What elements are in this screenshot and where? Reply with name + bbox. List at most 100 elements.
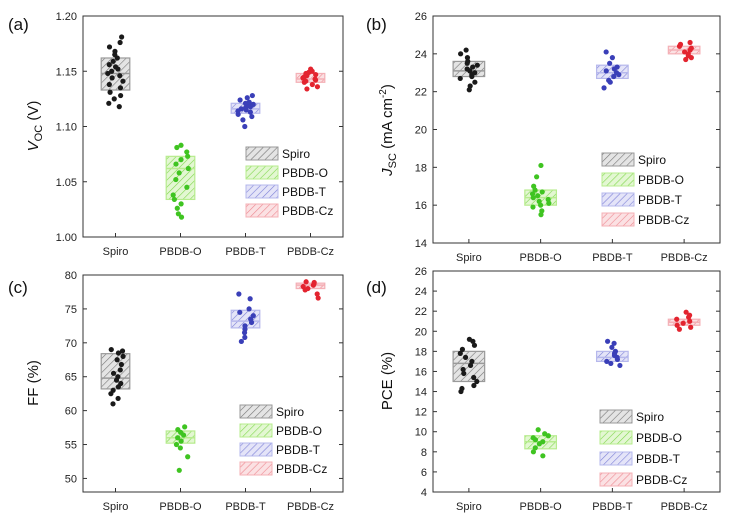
data-point-Spiro	[109, 75, 115, 81]
data-point-PBDB-O	[530, 435, 536, 441]
y-tick-label: 80	[65, 270, 77, 282]
x-tick-label: PBDB-O	[520, 252, 563, 264]
data-point-PBDB-T	[614, 64, 620, 70]
legend-swatch-Spiro	[599, 409, 633, 424]
data-point-PBDB-Cz	[688, 324, 694, 330]
x-tick-label: PBDB-Cz	[661, 501, 708, 513]
data-point-PBDB-O	[529, 191, 536, 197]
panel-label: (a)	[8, 15, 29, 34]
data-point-Spiro	[117, 39, 123, 46]
data-point-PBDB-O	[545, 196, 551, 203]
legend-label-PBDB-T: PBDB-T	[636, 452, 681, 466]
y-tick-label: 65	[65, 372, 77, 384]
legend-label-PBDB-O: PBDB-O	[636, 431, 682, 445]
data-point-PBDB-Cz	[674, 316, 680, 322]
panel-label: (b)	[366, 15, 387, 34]
data-point-Spiro	[467, 83, 473, 89]
data-point-PBDB-T	[250, 101, 256, 107]
legend-swatch-Spiro	[245, 146, 279, 161]
x-tick-label: Spiro	[103, 246, 129, 258]
legend-swatch-PBDB-Cz	[245, 203, 279, 218]
y-tick-label: 4	[421, 487, 427, 499]
data-point-Spiro	[116, 104, 122, 110]
data-point-PBDB-T	[237, 97, 243, 103]
y-tick-label: 12	[415, 407, 427, 419]
data-point-Spiro	[112, 48, 118, 54]
legend-swatch-PBDB-O	[601, 172, 635, 187]
legend-swatch-Spiro	[239, 404, 273, 419]
data-point-PBDB-O	[178, 438, 184, 444]
data-point-PBDB-O	[173, 441, 180, 448]
data-point-PBDB-T	[242, 323, 248, 329]
y-tick-label: 10	[415, 427, 427, 439]
plot-frame	[82, 274, 344, 493]
x-tick-label: PBDB-O	[159, 501, 202, 513]
x-tick-label: PBDB-Cz	[287, 501, 334, 513]
legend-label-PBDB-Cz: PBDB-Cz	[636, 473, 687, 487]
data-point-PBDB-O	[530, 204, 536, 210]
data-point-Spiro	[106, 100, 112, 106]
data-point-PBDB-Cz	[687, 39, 693, 46]
y-tick-label: 55	[65, 440, 77, 452]
data-point-Spiro	[106, 62, 112, 68]
data-point-PBDB-T	[237, 309, 243, 315]
data-point-PBDB-Cz	[676, 326, 683, 332]
data-point-Spiro	[120, 78, 126, 84]
legend-swatch-PBDB-O	[239, 423, 273, 438]
panel-label: (c)	[8, 278, 28, 297]
data-point-PBDB-T	[249, 113, 255, 120]
data-point-Spiro	[474, 62, 480, 68]
data-point-Spiro	[106, 44, 113, 50]
x-tick-label: PBDB-Cz	[287, 246, 334, 258]
data-point-Spiro	[459, 346, 466, 352]
data-point-PBDB-T	[242, 334, 248, 340]
data-point-PBDB-Cz	[687, 318, 693, 324]
data-point-PBDB-O	[542, 431, 548, 437]
data-point-Spiro	[459, 385, 465, 392]
data-point-Spiro	[466, 336, 473, 342]
y-tick-label: 24	[415, 49, 427, 61]
data-point-PBDB-O	[185, 153, 191, 159]
legend-swatch-PBDB-Cz	[599, 472, 633, 487]
y-tick-label: 24	[415, 286, 427, 298]
legend-label-PBDB-Cz: PBDB-Cz	[276, 462, 327, 476]
x-tick-label: PBDB-T	[592, 252, 633, 264]
data-point-PBDB-Cz	[315, 295, 321, 301]
chart-panel-a: 1.00 1.05 1.10 1.15 1.20 Spiro PBDB-O PBDB-T PBD…	[8, 11, 344, 258]
data-point-PBDB-T	[246, 306, 252, 312]
data-point-PBDB-Cz	[305, 285, 311, 292]
y-tick-label: 26	[415, 266, 427, 278]
data-point-Spiro	[118, 92, 124, 99]
x-tick-label: PBDB-T	[225, 501, 266, 513]
legend-label-PBDB-T: PBDB-T	[282, 185, 327, 199]
data-point-PBDB-T	[240, 117, 246, 123]
x-tick-label: PBDB-O	[159, 246, 202, 258]
data-point-Spiro	[463, 47, 469, 53]
data-point-Spiro	[471, 382, 477, 389]
data-point-PBDB-T	[611, 340, 617, 346]
legend-swatch-Spiro	[601, 152, 635, 167]
data-point-Spiro	[105, 70, 111, 77]
x-tick-label: Spiro	[456, 252, 482, 264]
data-point-PBDB-O	[178, 142, 184, 148]
data-point-PBDB-T	[617, 362, 623, 369]
data-point-PBDB-T	[603, 68, 609, 74]
data-point-Spiro	[110, 387, 116, 393]
data-point-Spiro	[108, 346, 114, 353]
data-point-PBDB-O	[174, 205, 180, 211]
data-point-PBDB-O	[173, 161, 179, 167]
data-point-PBDB-O	[534, 174, 540, 180]
data-point-PBDB-T	[604, 358, 610, 365]
legend-swatch-PBDB-T	[599, 451, 633, 466]
y-axis-label: JSC (mA cm-2)	[378, 84, 399, 177]
y-axis-label: PCE (%)	[379, 352, 396, 410]
data-point-PBDB-O	[177, 445, 183, 451]
y-tick-label: 1.05	[56, 177, 77, 189]
data-point-PBDB-Cz	[677, 41, 684, 47]
y-tick-label: 16	[415, 200, 427, 212]
legend-swatch-PBDB-O	[599, 430, 633, 445]
data-point-Spiro	[471, 374, 477, 381]
data-point-PBDB-O	[171, 196, 177, 203]
data-point-PBDB-Cz	[308, 66, 314, 72]
